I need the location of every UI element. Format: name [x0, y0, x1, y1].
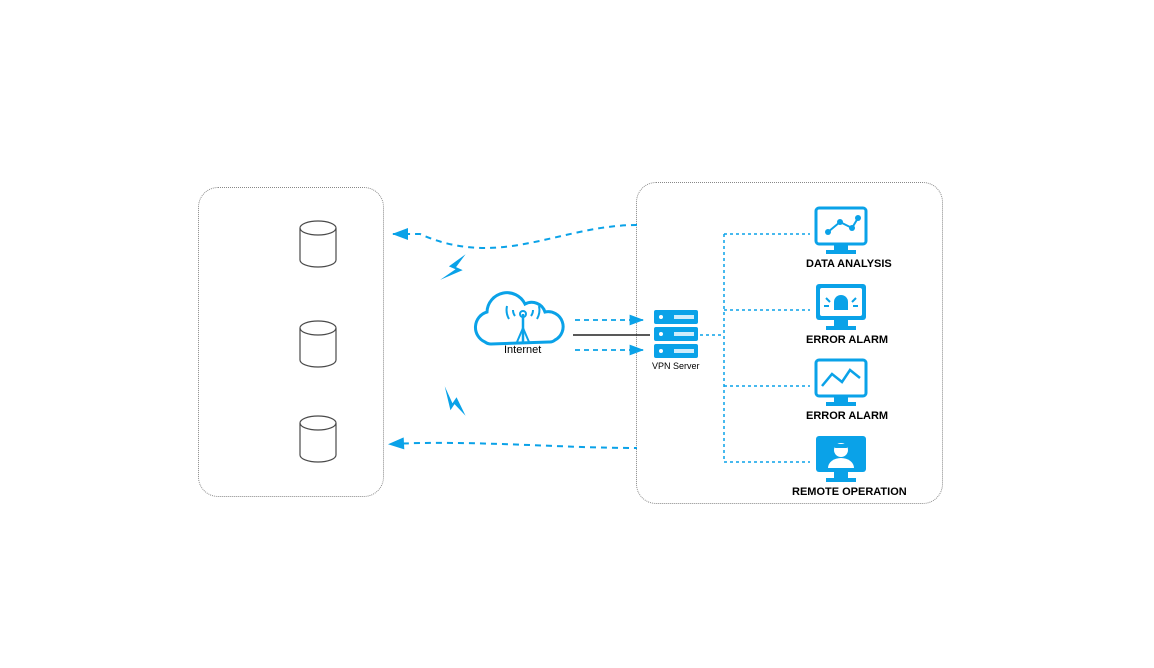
service-label-2: ERROR ALARM [806, 334, 888, 346]
alarm-icon [816, 284, 866, 330]
chart-icon [816, 360, 866, 406]
internet-cloud-icon [475, 293, 563, 344]
cloud-label: Internet [504, 344, 541, 356]
dashed-arrow-bottom [392, 443, 637, 448]
lightning-bolt-bottom [436, 385, 469, 421]
dashed-arrow-top [392, 225, 637, 248]
service-label-1: DATA ANALYSIS [806, 258, 892, 270]
analytics-icon [816, 208, 866, 254]
vpn-server-icon [654, 310, 698, 358]
service-label-4: REMOTE OPERATION [792, 486, 907, 498]
operator-icon [816, 436, 866, 482]
lightning-bolt-top [439, 251, 472, 287]
service-label-3: ERROR ALARM [806, 410, 888, 422]
diagram-svg [0, 0, 1154, 668]
service-bracket [700, 234, 810, 462]
vpn-server-label: VPN Server [652, 361, 700, 371]
